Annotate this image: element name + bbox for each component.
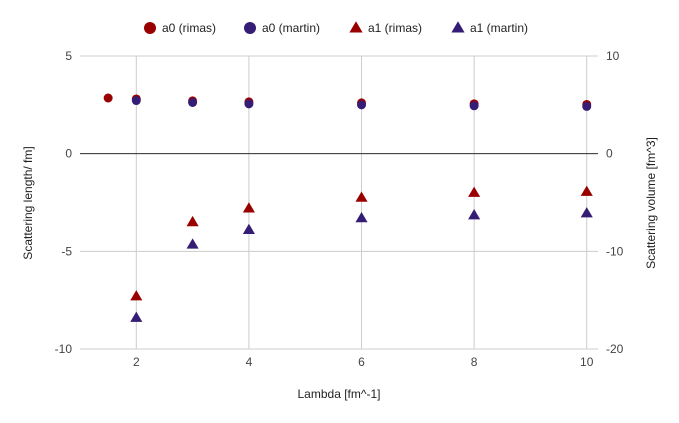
legend-label: a0 (rimas) — [162, 21, 216, 35]
data-point-a1-martin — [186, 238, 199, 249]
data-point-a1-rimas — [355, 191, 368, 202]
data-points — [103, 93, 593, 322]
x-tick-label: 4 — [246, 355, 253, 369]
legend-item[interactable]: a0 (martin) — [244, 21, 320, 35]
x-tick-label: 10 — [580, 355, 594, 369]
x-axis-title: Lambda [fm^-1] — [298, 387, 381, 401]
y2-tick-label: -10 — [606, 244, 624, 258]
legend-item[interactable]: a0 (rimas) — [144, 21, 216, 35]
y2-tick-label: 10 — [606, 49, 620, 63]
x-tick-label: 2 — [133, 355, 140, 369]
data-point-a1-martin — [468, 209, 481, 220]
x-tick-label: 8 — [471, 355, 478, 369]
y-tick-label: 0 — [65, 147, 72, 161]
data-point-a1-martin — [130, 311, 143, 322]
y-axis-title: Scattering length/ fm] — [21, 146, 35, 259]
data-point-a1-rimas — [580, 185, 593, 196]
data-point-a0-martin — [131, 96, 141, 106]
data-point-a0-martin — [582, 101, 592, 111]
y-tick-label: -5 — [61, 244, 72, 258]
data-point-a0-martin — [469, 101, 479, 111]
data-point-a0-martin — [244, 99, 254, 109]
data-point-a1-martin — [242, 223, 255, 235]
legend-label: a0 (martin) — [262, 21, 320, 35]
data-point-a1-rimas — [242, 202, 255, 213]
legend-label: a1 (martin) — [470, 21, 528, 35]
y-tick-label: 5 — [65, 49, 72, 63]
legend-item[interactable]: a1 (rimas) — [349, 21, 422, 35]
legend-marker — [244, 22, 256, 34]
data-point-a1-martin — [580, 207, 593, 218]
y2-tick-label: 0 — [606, 147, 613, 161]
data-point-a0-martin — [188, 97, 198, 107]
legend-marker — [451, 21, 465, 33]
legend-label: a1 (rimas) — [368, 21, 422, 35]
y2-axis-title: Scattering volume [fm^3] — [644, 137, 658, 269]
data-point-a0-rimas — [103, 93, 113, 103]
y2-tick-label: -20 — [606, 342, 624, 356]
legend-marker — [349, 21, 363, 33]
axes: 2 4 6 8 10 5 0 -5 -10 10 0 -10 -20 — [55, 49, 624, 369]
x-tick-label: 6 — [358, 355, 365, 369]
data-point-a1-rimas — [186, 215, 199, 227]
legend-item[interactable]: a1 (martin) — [451, 21, 528, 35]
data-point-a1-martin — [355, 211, 368, 223]
data-point-a1-rimas — [130, 290, 143, 301]
data-point-a1-rimas — [468, 186, 481, 197]
grid — [80, 55, 598, 350]
legend[interactable]: a0 (rimas) a0 (martin) a1 (rimas) a1 (marti… — [144, 21, 528, 35]
data-point-a0-martin — [357, 100, 367, 110]
y-tick-label: -10 — [55, 342, 73, 356]
legend-marker — [144, 22, 156, 34]
